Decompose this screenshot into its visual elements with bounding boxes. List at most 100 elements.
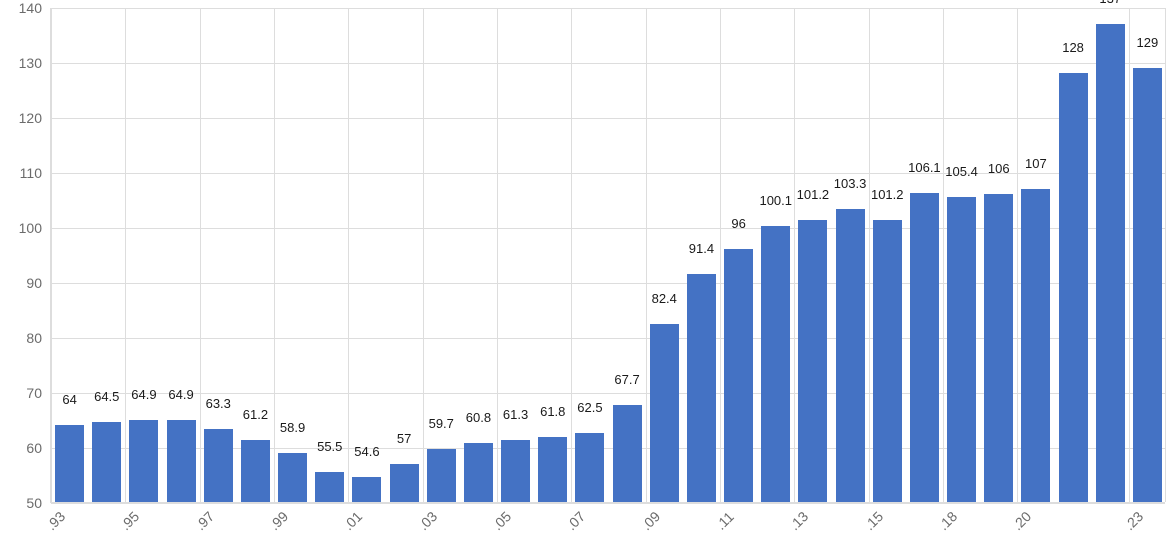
x-tick-label: .99 — [266, 508, 291, 533]
bar — [315, 472, 344, 502]
gridline-vertical — [646, 8, 647, 502]
x-tick-label: .13 — [786, 508, 811, 533]
bar-value-label: 82.4 — [652, 291, 677, 306]
bar — [55, 425, 84, 502]
bar — [910, 193, 939, 502]
bar — [501, 440, 530, 502]
y-tick-label: 60 — [0, 440, 42, 456]
bar-value-label: 91.4 — [689, 241, 714, 256]
gridline-vertical — [869, 8, 870, 502]
bar-value-label: 62.5 — [577, 400, 602, 415]
gridline-vertical — [423, 8, 424, 502]
bar — [687, 274, 716, 502]
bar — [575, 433, 604, 502]
bar — [538, 437, 567, 502]
plot-area: 6464.564.964.963.361.258.955.554.65759.7… — [50, 8, 1165, 503]
bar — [92, 422, 121, 502]
gridline-horizontal — [51, 63, 1165, 64]
x-tick-label: .18 — [935, 508, 960, 533]
gridline-vertical — [1165, 8, 1166, 502]
bar-value-label: 57 — [397, 431, 411, 446]
bar-value-label: 101.2 — [797, 187, 830, 202]
y-tick-label: 110 — [0, 165, 42, 181]
bar-value-label: 59.7 — [429, 416, 454, 431]
bar — [947, 197, 976, 502]
bar — [1133, 68, 1162, 503]
x-tick-label: .93 — [43, 508, 68, 533]
y-tick-label: 50 — [0, 495, 42, 511]
bar — [204, 429, 233, 502]
gridline-vertical — [1129, 8, 1130, 502]
bar-value-label: 67.7 — [614, 372, 639, 387]
gridline-vertical — [1017, 8, 1018, 502]
bar-value-label: 128 — [1062, 40, 1084, 55]
gridline-vertical — [571, 8, 572, 502]
bar — [278, 453, 307, 502]
y-tick-label: 100 — [0, 220, 42, 236]
bar-value-label: 64 — [62, 392, 76, 407]
y-tick-label: 70 — [0, 385, 42, 401]
x-tick-label: .23 — [1121, 508, 1146, 533]
gridline-vertical — [200, 8, 201, 502]
x-tick-label: .07 — [563, 508, 588, 533]
bar-value-label: 105.4 — [945, 164, 978, 179]
bar-value-label: 96 — [731, 216, 745, 231]
bar — [1059, 73, 1088, 502]
gridline-vertical — [51, 8, 52, 502]
bar — [427, 449, 456, 502]
bar-value-label: 64.5 — [94, 389, 119, 404]
bar-value-label: 64.9 — [168, 387, 193, 402]
x-tick-label: .15 — [861, 508, 886, 533]
y-tick-label: 130 — [0, 55, 42, 71]
bar-value-label: 63.3 — [206, 396, 231, 411]
bar-value-label: 64.9 — [131, 387, 156, 402]
bar-value-label: 61.8 — [540, 404, 565, 419]
bar-value-label: 137 — [1099, 0, 1121, 6]
bar — [1021, 189, 1050, 503]
bar — [724, 249, 753, 502]
gridline-vertical — [497, 8, 498, 502]
bar-chart: 6464.564.964.963.361.258.955.554.65759.7… — [0, 0, 1171, 540]
x-tick-label: .09 — [638, 508, 663, 533]
bar-value-label: 101.2 — [871, 187, 904, 202]
bar — [836, 209, 865, 502]
y-tick-label: 140 — [0, 0, 42, 16]
bar-value-label: 100.1 — [759, 193, 792, 208]
bar-value-label: 60.8 — [466, 410, 491, 425]
bar-value-label: 58.9 — [280, 420, 305, 435]
bar — [1096, 24, 1125, 503]
bar — [464, 443, 493, 502]
bar — [798, 220, 827, 502]
gridline-vertical — [794, 8, 795, 502]
y-tick-label: 120 — [0, 110, 42, 126]
bar-value-label: 129 — [1137, 35, 1159, 50]
bar-value-label: 106 — [988, 161, 1010, 176]
gridline-vertical — [274, 8, 275, 502]
bar — [873, 220, 902, 502]
x-tick-label: .11 — [712, 508, 736, 532]
bar — [129, 420, 158, 502]
bar-value-label: 61.3 — [503, 407, 528, 422]
gridline-horizontal — [51, 118, 1165, 119]
bar — [650, 324, 679, 502]
bar-value-label: 61.2 — [243, 407, 268, 422]
bar — [984, 194, 1013, 502]
gridline-horizontal — [51, 8, 1165, 9]
gridline-vertical — [720, 8, 721, 502]
x-tick-label: .95 — [117, 508, 142, 533]
bar — [241, 440, 270, 502]
x-tick-label: .01 — [340, 508, 365, 533]
gridline-vertical — [943, 8, 944, 502]
bar-value-label: 107 — [1025, 156, 1047, 171]
bar — [761, 226, 790, 502]
bar — [167, 420, 196, 502]
gridline-vertical — [125, 8, 126, 502]
bar-value-label: 55.5 — [317, 439, 342, 454]
gridline-vertical — [348, 8, 349, 502]
y-tick-label: 80 — [0, 330, 42, 346]
x-tick-label: .97 — [192, 508, 217, 533]
bar-value-label: 106.1 — [908, 160, 941, 175]
bar — [613, 405, 642, 502]
bar — [390, 464, 419, 503]
gridline-horizontal — [51, 503, 1165, 504]
